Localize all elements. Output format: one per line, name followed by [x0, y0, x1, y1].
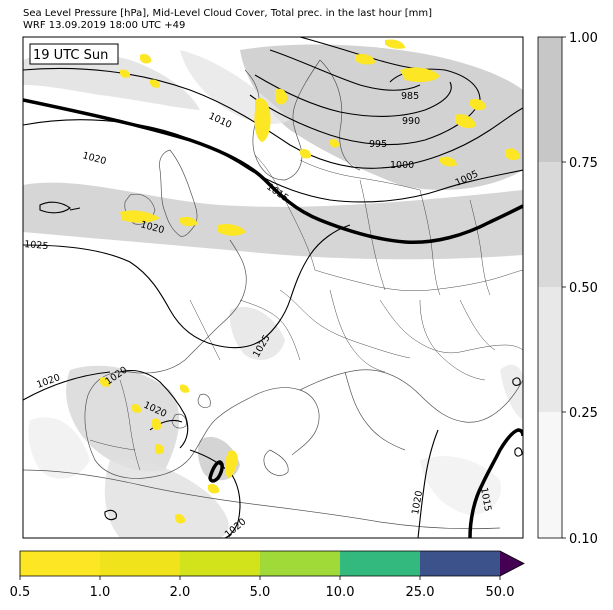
isobar-label-1020-libya: 1020 — [410, 490, 425, 516]
coastline-layer — [23, 59, 523, 530]
cloud-tick-3: 0.75 — [569, 156, 598, 171]
country-borders — [89, 154, 523, 471]
cloud-tick-2: 0.50 — [569, 281, 598, 296]
precip-tick-3: 5.0 — [250, 585, 271, 600]
isobar-label-1025-west: 1025 — [24, 239, 49, 252]
cloud-tick-1: 0.25 — [569, 406, 598, 421]
map-frame — [22, 36, 524, 539]
cloud-bin-1 — [538, 412, 562, 538]
isobar-label-985: 985 — [401, 91, 419, 102]
isobar-labels: 985 990 995 1000 1005 1010 1015 1020 102… — [24, 91, 493, 538]
precipitation-layer — [90, 39, 520, 524]
time-label: 19 UTC Sun — [33, 48, 108, 63]
precip-bin-2 — [100, 551, 180, 576]
chart-title: Sea Level Pressure [hPa], Mid-Level Clou… — [23, 8, 433, 19]
precip-extend-arrow — [500, 551, 524, 576]
precip-bin-3 — [180, 551, 260, 576]
isobar-label-990: 990 — [402, 116, 420, 127]
cloud-cover-colorbar: 0.10 0.25 0.50 0.75 1.00 — [537, 31, 598, 547]
cloud-bin-4 — [538, 37, 562, 162]
cloud-bin-2 — [538, 287, 562, 412]
precip-tick-0: 0.5 — [10, 585, 31, 600]
isobar-label-1000: 1000 — [390, 160, 414, 171]
cloud-tick-4: 1.00 — [569, 31, 598, 46]
precip-bin-6 — [420, 551, 500, 576]
isobar-label-995: 995 — [369, 139, 387, 150]
isobar-label-1015-east: 1015 — [478, 487, 493, 513]
precip-bin-1 — [20, 551, 100, 576]
precipitation-colorbar: 0.5 1.0 2.0 5.0 10.0 25.0 50.0 — [10, 550, 525, 600]
precip-bin-5 — [340, 551, 420, 576]
isobar-1015-thick — [23, 98, 523, 538]
cloud-bin-3 — [538, 162, 562, 287]
precip-tick-1: 1.0 — [90, 585, 111, 600]
chart-subtitle: WRF 13.09.2019 18:00 UTC +49 — [23, 20, 186, 31]
precip-tick-2: 2.0 — [170, 585, 191, 600]
cloud-tick-0: 0.10 — [569, 532, 598, 547]
precip-tick-4: 10.0 — [326, 585, 355, 600]
precip-tick-5: 25.0 — [406, 585, 435, 600]
time-box: 19 UTC Sun — [29, 43, 119, 65]
precip-tick-6: 50.0 — [486, 585, 515, 600]
precip-bin-4 — [260, 551, 340, 576]
